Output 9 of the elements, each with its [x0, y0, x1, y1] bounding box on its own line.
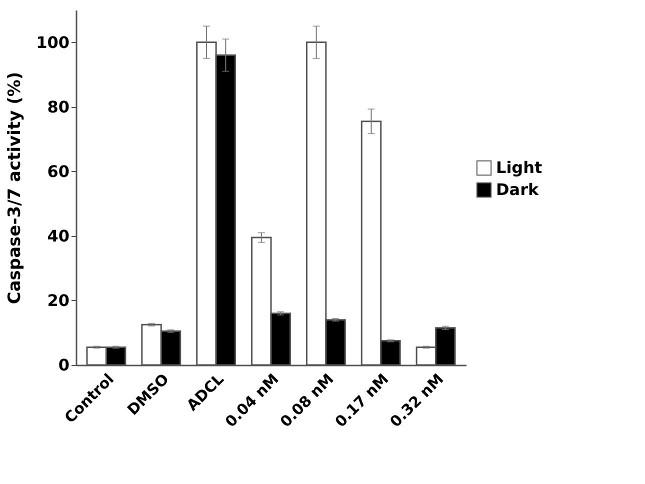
y-tick-label: 80 [47, 97, 70, 116]
y-axis-title: Caspase-3/7 activity (%) [5, 72, 26, 304]
legend-label: Dark [496, 180, 539, 199]
y-tick-label: 40 [47, 226, 70, 246]
y-tick-label: 60 [47, 162, 70, 181]
y-tick-label: 20 [47, 290, 70, 310]
y-tick-label: 100 [36, 32, 70, 52]
y-tick-label: 0 [58, 356, 70, 374]
legend-label: Light [496, 158, 543, 177]
